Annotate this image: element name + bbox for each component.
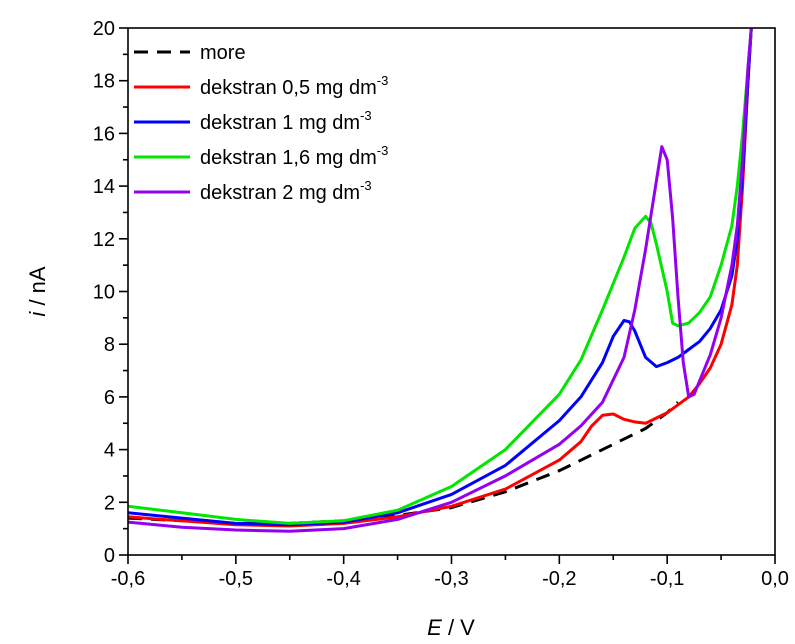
x-tick-label: -0,3	[434, 568, 468, 590]
y-tick-label: 4	[104, 440, 115, 462]
x-tick-label: 0,0	[761, 568, 789, 590]
x-tick-label: -0,2	[542, 568, 576, 590]
y-tick-label: 6	[104, 387, 115, 409]
ticks-layer: -0,6 -0,5 -0,4 -0,3 -0,2 -0,1 0,0 0 2 4 6 8 10 12 14 16…	[93, 18, 789, 590]
series-line-1	[128, 28, 753, 528]
series-line-2	[128, 28, 753, 527]
x-tick-label: -0,1	[650, 568, 684, 590]
y-tick-label: 2	[104, 492, 115, 514]
x-axis-title: E / V	[427, 615, 475, 640]
legend-label-2: dekstran 1 mg dm-3	[200, 108, 372, 134]
y-tick-label: 12	[93, 229, 115, 251]
y-tick-label: 20	[93, 18, 115, 40]
legend-label-0: more	[200, 42, 246, 64]
x-tick-label: -0,6	[111, 568, 145, 590]
legend-label-3: dekstran 1,6 mg dm-3	[200, 143, 388, 169]
x-tick-label: -0,4	[326, 568, 360, 590]
legend: more dekstran 0,5 mg dm-3 dekstran 1 mg dm…	[134, 42, 388, 204]
x-tick-label: -0,5	[219, 568, 253, 590]
legend-label-4: dekstran 2 mg dm-3	[200, 178, 372, 204]
y-tick-label: 16	[93, 123, 115, 145]
y-tick-label: 0	[104, 545, 115, 567]
y-tick-label: 18	[93, 71, 115, 93]
legend-label-1: dekstran 0,5 mg dm-3	[200, 73, 388, 99]
series-line-4	[128, 28, 753, 533]
series-line-3	[128, 28, 753, 525]
series-layer	[128, 28, 753, 533]
y-tick-label: 14	[93, 176, 115, 198]
y-tick-label: 10	[93, 282, 115, 304]
y-axis-title: i / nA	[25, 266, 50, 316]
y-tick-label: 8	[104, 334, 115, 356]
